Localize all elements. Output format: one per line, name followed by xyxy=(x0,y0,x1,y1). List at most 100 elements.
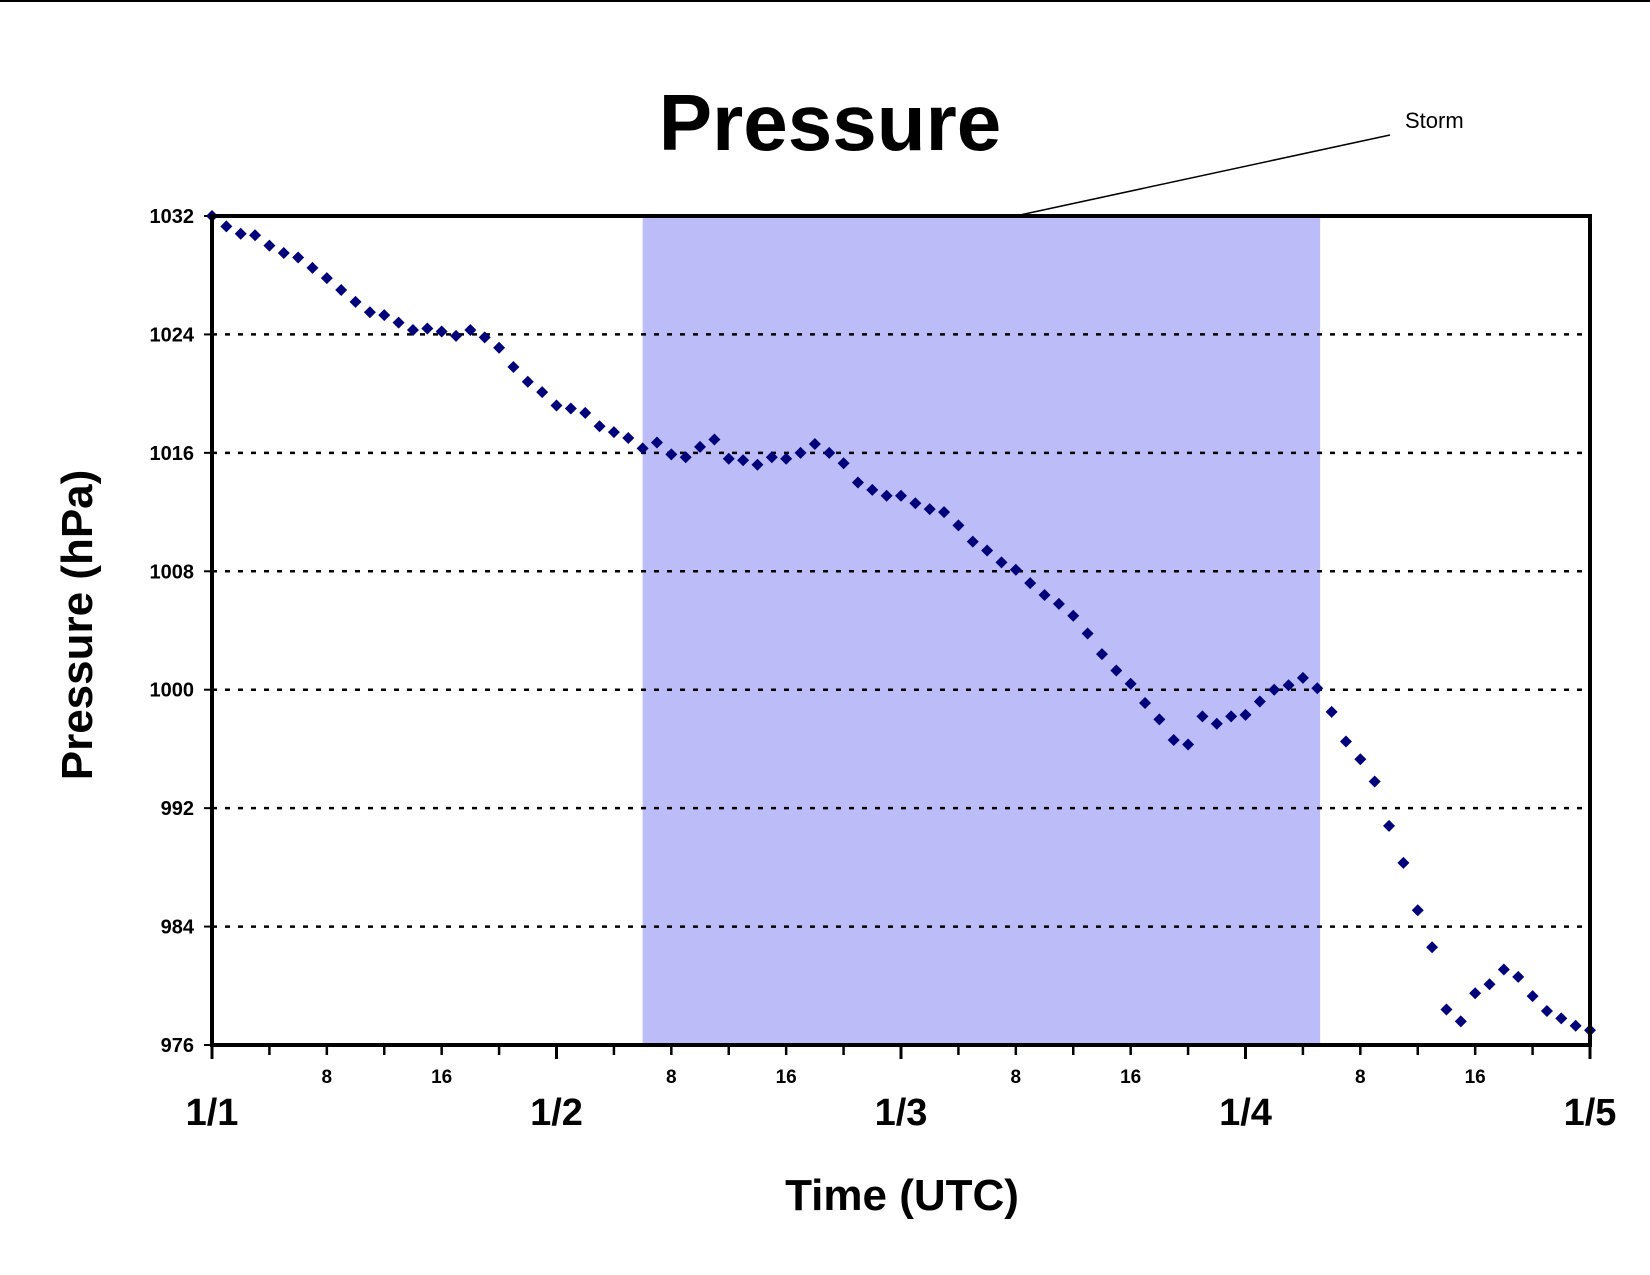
data-point xyxy=(550,399,563,412)
storm-annotation-leader xyxy=(1019,134,1391,216)
data-point xyxy=(1167,734,1180,747)
data-point xyxy=(1153,713,1166,726)
data-point xyxy=(234,227,247,240)
data-point xyxy=(1268,683,1281,696)
storm-shaded-region xyxy=(642,216,1321,1045)
data-point xyxy=(923,503,936,516)
data-point xyxy=(1282,679,1295,692)
x-day-tick-label: 1/4 xyxy=(1219,1092,1272,1134)
data-point xyxy=(306,261,319,274)
data-point xyxy=(851,476,864,489)
data-point xyxy=(421,322,434,335)
data-point xyxy=(866,483,879,496)
data-point xyxy=(952,519,965,532)
data-point xyxy=(1196,710,1209,723)
data-point xyxy=(622,432,635,445)
data-point xyxy=(406,323,419,336)
data-point xyxy=(1454,1015,1467,1028)
data-point xyxy=(880,489,893,502)
data-point xyxy=(1469,987,1482,1000)
x-axis-label: Time (UTC) xyxy=(785,1171,1019,1220)
data-point xyxy=(1110,664,1123,677)
y-tick-label: 1024 xyxy=(150,324,195,346)
data-point xyxy=(1411,904,1424,917)
data-point xyxy=(1397,856,1410,869)
data-point xyxy=(679,451,692,464)
chart-title: Pressure xyxy=(659,78,1001,167)
data-point xyxy=(636,442,649,455)
x-hour-tick-label: 8 xyxy=(322,1067,333,1088)
data-point xyxy=(751,458,764,471)
data-point xyxy=(650,436,663,449)
data-point xyxy=(665,448,678,461)
data-point xyxy=(1253,695,1266,708)
data-point xyxy=(1440,1003,1453,1016)
data-point xyxy=(521,375,534,388)
data-point xyxy=(1225,710,1238,723)
data-point xyxy=(1024,577,1037,590)
data-point xyxy=(1497,963,1510,976)
data-point xyxy=(507,360,520,373)
data-point xyxy=(1239,708,1252,721)
y-axis-label: Pressure (hPa) xyxy=(53,470,102,781)
data-point xyxy=(607,426,620,439)
data-point xyxy=(1182,738,1195,751)
x-day-tick-label: 1/3 xyxy=(875,1092,928,1134)
data-point xyxy=(220,220,233,233)
y-tick-label: 1008 xyxy=(150,561,195,583)
data-point xyxy=(1383,819,1396,832)
data-point xyxy=(349,295,362,308)
data-point xyxy=(1095,648,1108,661)
data-point xyxy=(1210,717,1223,730)
data-point xyxy=(378,309,391,322)
data-point xyxy=(564,402,577,415)
data-point xyxy=(1339,735,1352,748)
data-point xyxy=(277,247,290,260)
data-point xyxy=(1555,1012,1568,1025)
x-hour-tick-label: 16 xyxy=(1120,1067,1141,1088)
data-point xyxy=(1569,1019,1582,1032)
data-point xyxy=(1009,563,1022,576)
data-point xyxy=(823,446,836,459)
x-hour-tick-label: 8 xyxy=(1011,1067,1022,1088)
data-point xyxy=(708,433,721,446)
data-point xyxy=(1483,978,1496,991)
plot-frame xyxy=(210,214,1592,1047)
data-point xyxy=(837,457,850,470)
x-hour-tick-label: 16 xyxy=(431,1067,452,1088)
x-day-tick-label: 1/2 xyxy=(530,1092,583,1134)
x-hour-tick-label: 8 xyxy=(1355,1067,1366,1088)
data-point xyxy=(536,386,549,399)
data-point xyxy=(1311,682,1324,695)
data-point xyxy=(392,316,405,329)
data-point xyxy=(1368,775,1381,788)
x-day-tick-label: 1/5 xyxy=(1564,1092,1617,1134)
data-point xyxy=(938,506,951,519)
data-point xyxy=(966,535,979,548)
data-point xyxy=(292,251,305,264)
data-point xyxy=(1426,941,1439,954)
data-point xyxy=(995,556,1008,569)
data-point xyxy=(722,452,735,465)
y-tick-label: 1000 xyxy=(150,680,195,702)
data-point xyxy=(1325,705,1338,718)
x-hour-tick-label: 16 xyxy=(1465,1067,1486,1088)
top-border-line xyxy=(0,0,1650,2)
data-point xyxy=(909,497,922,510)
x-hour-tick-label: 16 xyxy=(776,1067,797,1088)
data-point xyxy=(493,341,506,354)
storm-annotation-label: Storm xyxy=(1405,108,1464,133)
data-point xyxy=(464,323,477,336)
data-point xyxy=(1526,990,1539,1003)
y-tick-label: 984 xyxy=(161,917,195,939)
data-point xyxy=(1052,597,1065,610)
data-point xyxy=(263,239,276,252)
x-day-tick-label: 1/1 xyxy=(186,1092,239,1134)
data-point xyxy=(320,272,333,285)
data-point xyxy=(579,406,592,419)
data-point xyxy=(1354,753,1367,766)
data-point xyxy=(694,440,707,453)
data-point xyxy=(1124,677,1137,690)
data-point xyxy=(335,284,348,297)
